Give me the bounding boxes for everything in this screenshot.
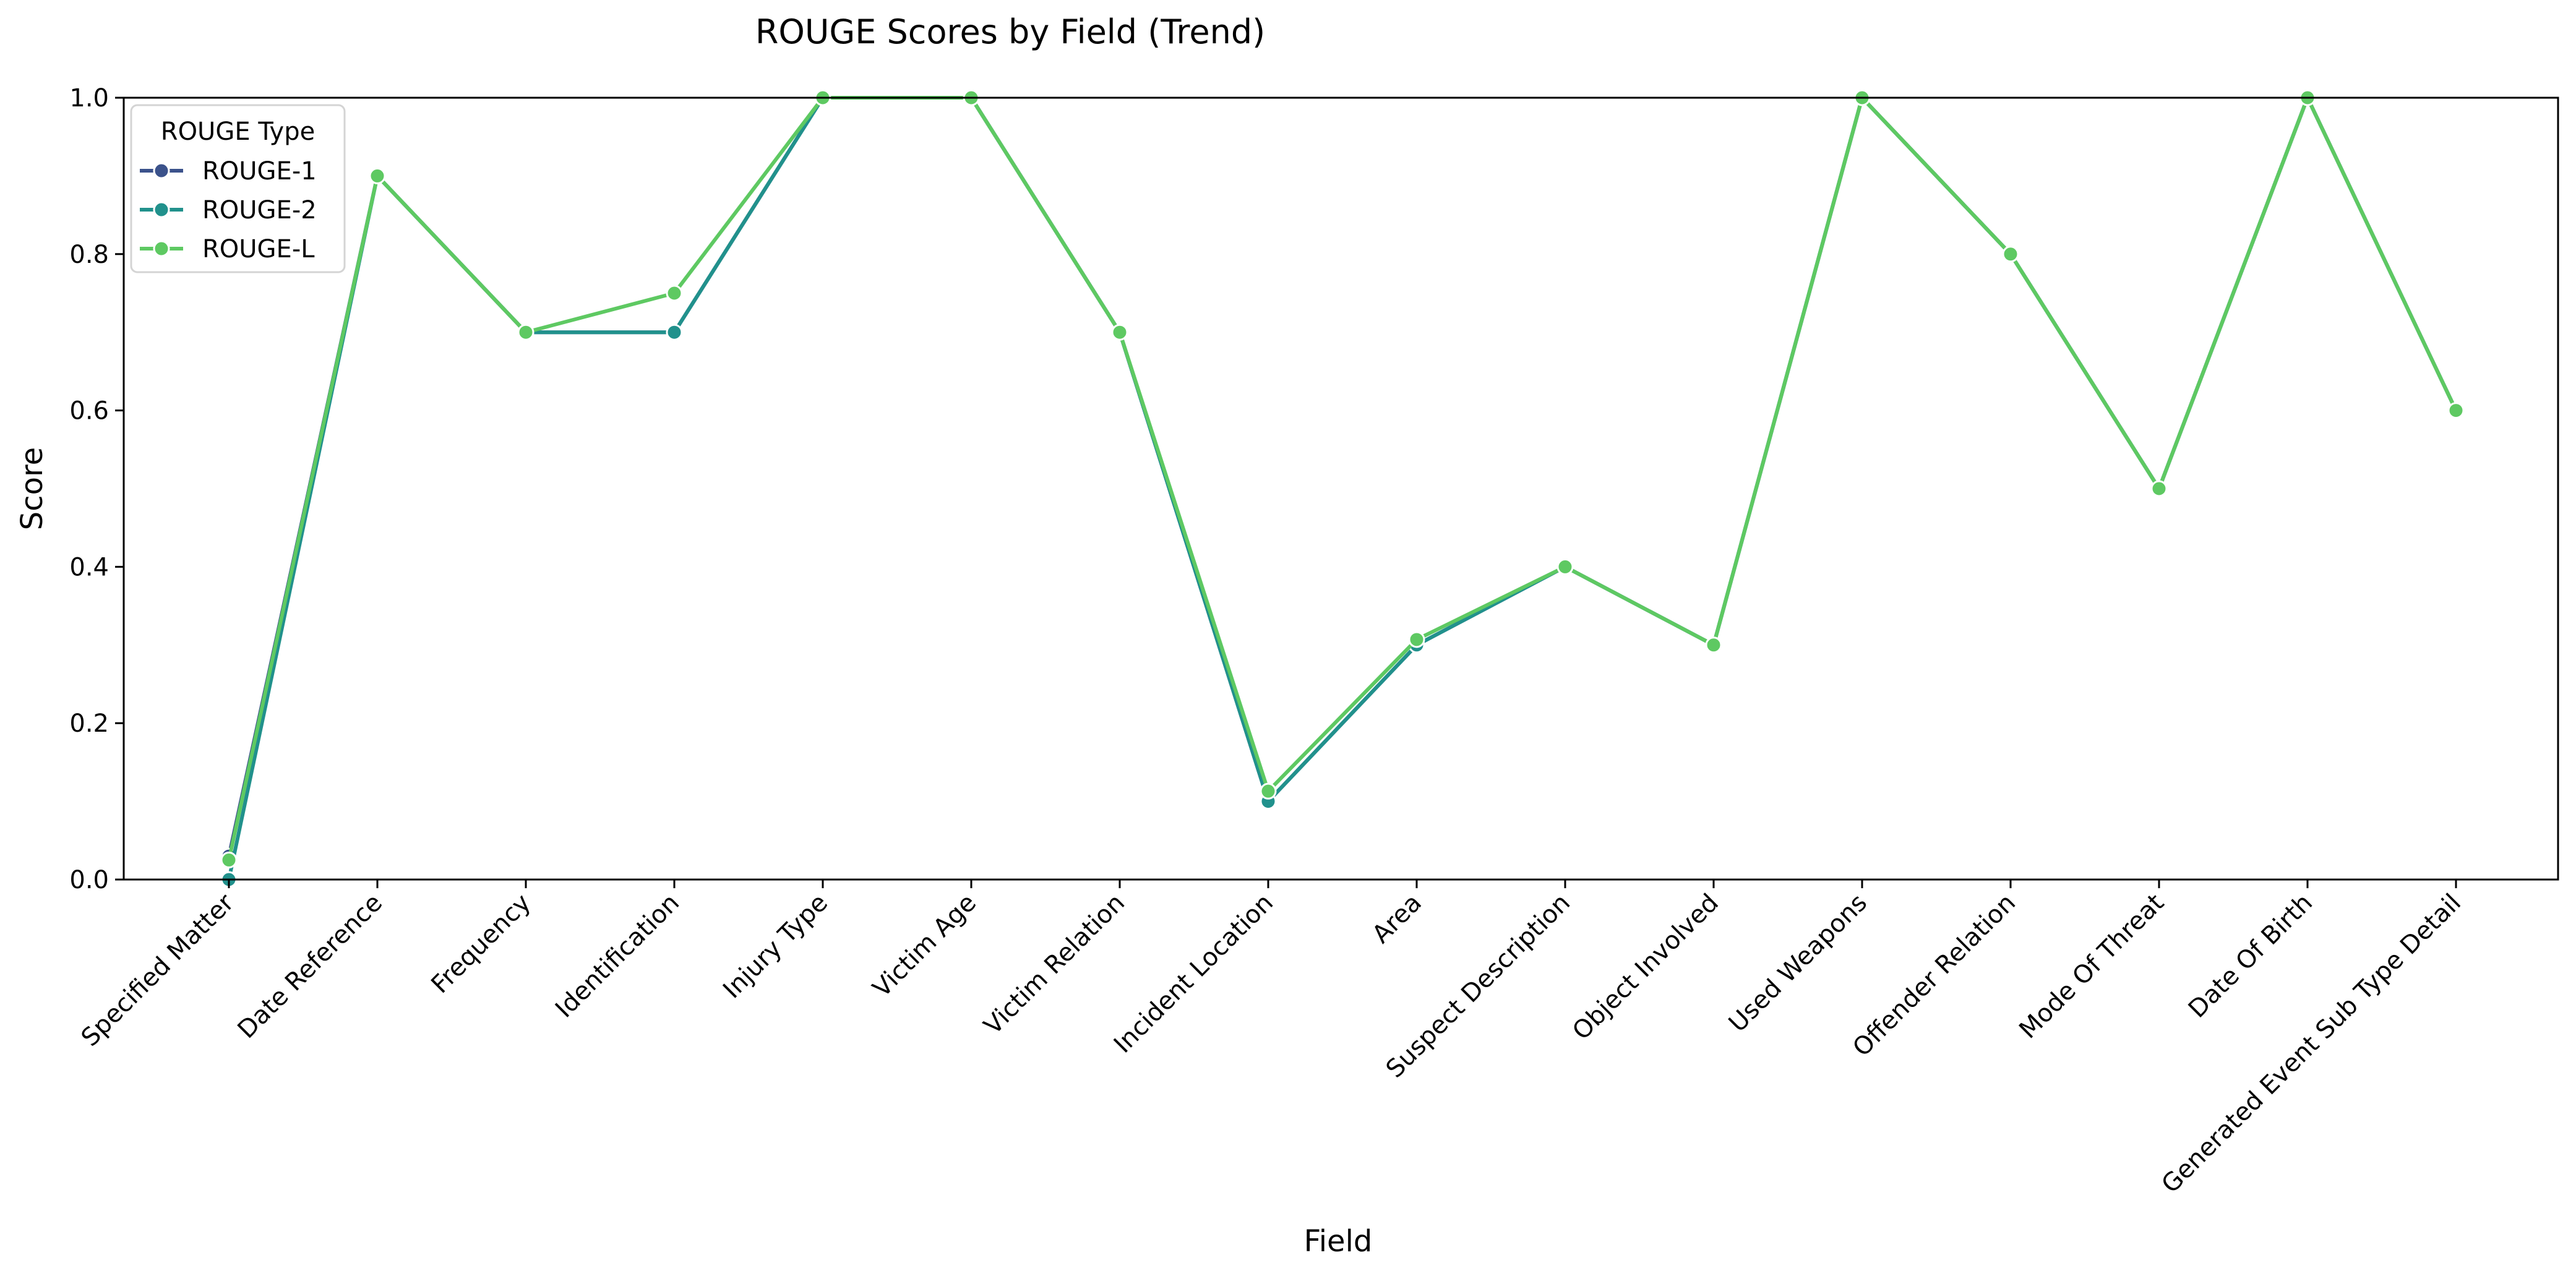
legend-swatch-marker: [153, 240, 170, 257]
y-tick-label: 0.4: [69, 553, 109, 581]
series-line-rouge-l: [227, 96, 2458, 862]
data-point-rouge-l: [666, 285, 683, 302]
y-axis: 0.0 0.2 0.4 0.6 0.8 1.0: [69, 84, 124, 894]
legend-swatch-marker: [153, 201, 170, 218]
y-tick-label: 0.8: [69, 241, 109, 269]
data-point-rouge-l: [1408, 631, 1425, 648]
chart-title: ROUGE Scores by Field (Trend): [755, 12, 1265, 51]
plot-area-frame: [122, 96, 2559, 881]
y-tick-label: 0.0: [69, 866, 109, 894]
series-layer: [220, 89, 2465, 888]
legend-box: [130, 104, 346, 273]
legend-swatch-marker: [153, 162, 170, 179]
legend-label: ROUGE-1: [202, 157, 317, 186]
y-tick-label: 0.2: [69, 709, 109, 738]
data-point-rouge-l: [517, 323, 535, 341]
y-tick-label: 0.6: [69, 397, 109, 426]
legend-title: ROUGE Type: [161, 118, 315, 146]
data-point-rouge-2: [666, 323, 683, 341]
y-axis-label: Score: [15, 447, 49, 530]
data-point-rouge-l: [2150, 480, 2168, 497]
x-axis-label: Field: [1304, 1224, 1373, 1259]
data-point-rouge-l: [2002, 246, 2019, 263]
y-tick-label: 1.0: [69, 84, 109, 113]
data-point-rouge-l: [1111, 323, 1128, 341]
data-point-rouge-l: [1705, 636, 1722, 654]
data-point-rouge-l: [220, 851, 238, 868]
data-point-rouge-l: [2447, 402, 2465, 419]
legend-label: ROUGE-L: [202, 235, 315, 263]
data-point-rouge-l: [1260, 782, 1277, 800]
legend-label: ROUGE-2: [202, 196, 317, 225]
legend: ROUGE Type ROUGE-1 ROUGE-2 ROUGE-L: [130, 104, 346, 273]
data-point-rouge-l: [1556, 558, 1574, 575]
data-point-rouge-l: [369, 167, 386, 184]
